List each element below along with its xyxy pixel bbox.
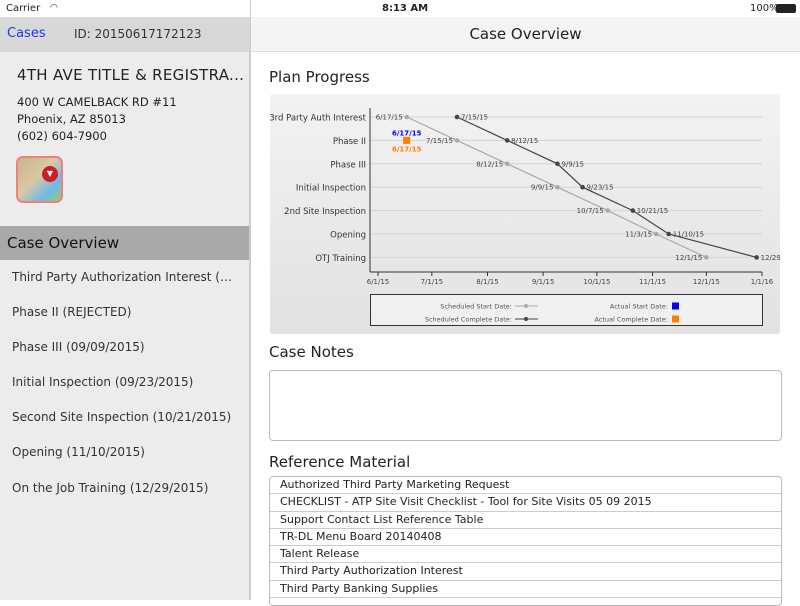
main-content: Plan Progress 3rd Party Auth Interest Pha…: [251, 52, 800, 606]
legend-swatch: [672, 302, 679, 310]
carrier: Carrier: [6, 3, 41, 14]
reference-item[interactable]: Talent Release: [270, 546, 781, 564]
actual-date-label: 6/17/15: [392, 129, 422, 137]
data-label: 10/21/15: [637, 207, 668, 215]
x-tick-label: 12/1/15: [693, 278, 720, 286]
category-label: Phase III: [330, 160, 366, 170]
legend-label: Scheduled Start Date:: [440, 303, 512, 311]
business-name: 4TH AVE TITLE & REGISTRA...: [17, 66, 245, 84]
data-point: [630, 208, 636, 213]
business-phone: (602) 604-7900: [17, 129, 107, 143]
category-label: OTJ Training: [315, 254, 366, 264]
x-tick-label: 6/1/15: [367, 278, 390, 286]
data-label: 6/17/15: [376, 114, 403, 122]
split-divider: [250, 0, 251, 600]
data-label: 7/15/15: [426, 137, 453, 145]
sidebar: 4TH AVE TITLE & REGISTRA... 400 W CAMELB…: [0, 52, 250, 600]
sidebar-nav-bar: Cases ID: 20150617172123: [0, 17, 250, 52]
data-point: [555, 161, 560, 167]
battery-icon: [776, 4, 796, 13]
data-point: [666, 231, 671, 237]
battery-text: 100%: [750, 3, 779, 14]
data-point: [404, 114, 410, 120]
reference-material-title: Reference Material: [269, 453, 411, 471]
reference-item[interactable]: Third Party Authorization Interest: [270, 563, 781, 581]
plan-progress-chart: 3rd Party Auth Interest Phase II Phase III…: [269, 94, 792, 334]
data-point: [454, 138, 460, 143]
legend-label: Actual Complete Date:: [594, 316, 668, 324]
actual-complete-marker: [403, 136, 411, 144]
category-label: Initial Inspection: [296, 184, 366, 194]
nav-title: Case Overview: [469, 25, 582, 43]
category-label: Opening: [330, 231, 366, 241]
data-point: [504, 138, 510, 143]
data-point: [555, 184, 560, 190]
wifi-icon: ◠: [50, 3, 58, 13]
legend-marker: [524, 304, 528, 308]
data-label: 12/1/15: [675, 254, 702, 262]
case-notes-input[interactable]: [269, 370, 782, 441]
data-point: [754, 255, 759, 260]
x-tick-label: 1/1/16: [751, 278, 774, 286]
data-label: 8/12/15: [476, 160, 503, 168]
reference-item[interactable]: Authorized Third Party Marketing Request: [270, 477, 781, 495]
data-label: 10/7/15: [577, 207, 604, 215]
sidebar-item[interactable]: Initial Inspection (09/23/2015): [12, 375, 194, 389]
data-label: 8/12/15: [511, 137, 538, 145]
data-label: 11/10/15: [673, 231, 704, 239]
data-label: 11/3/15: [625, 231, 652, 239]
category-label: 3rd Party Auth Interest: [270, 114, 367, 124]
data-point: [605, 208, 610, 213]
sidebar-item[interactable]: Opening (11/10/2015): [12, 445, 145, 459]
legend-label: Scheduled Complete Date:: [425, 316, 512, 324]
reference-item[interactable]: CHECKLIST - ATP Site Visit Checklist - T…: [270, 494, 781, 512]
x-tick-label: 9/1/15: [532, 278, 555, 286]
category-label: Phase II: [333, 137, 366, 147]
legend-marker: [524, 317, 528, 321]
legend-swatch: [672, 315, 679, 323]
data-point: [580, 184, 585, 190]
x-tick-label: 8/1/15: [476, 278, 499, 286]
data-point: [454, 114, 460, 120]
data-label: 9/23/15: [587, 184, 614, 192]
reference-item[interactable]: Third Party Banking Supplies: [270, 581, 781, 599]
sidebar-item[interactable]: Third Party Authorization Interest (07/1…: [12, 270, 249, 284]
map-button[interactable]: ▼: [16, 156, 63, 203]
data-point: [704, 255, 709, 260]
category-label: 2nd Site Inspection: [284, 207, 366, 217]
actual-date-label: 6/17/15: [392, 145, 422, 153]
business-city: Phoenix, AZ 85013: [17, 112, 126, 126]
data-point: [504, 161, 510, 167]
sidebar-item[interactable]: Second Site Inspection (10/21/2015): [12, 410, 232, 424]
reference-list: Authorized Third Party Marketing Request…: [269, 476, 782, 606]
cases-back-button[interactable]: Cases: [7, 26, 46, 41]
sidebar-item[interactable]: Phase III (09/09/2015): [12, 340, 145, 354]
business-address: 400 W CAMELBACK RD #11: [17, 95, 177, 109]
x-tick-label: 7/1/15: [421, 278, 444, 286]
case-notes-title: Case Notes: [269, 343, 354, 361]
reference-item[interactable]: Support Contact List Reference Table: [270, 512, 781, 529]
data-label: 9/9/15: [531, 184, 554, 192]
data-label: 12/29/15: [761, 254, 780, 262]
plan-progress-title: Plan Progress: [269, 68, 370, 86]
case-id: ID: 20150617172123: [74, 27, 202, 41]
status-bar: Carrier ◠ 8:13 AM 100%: [0, 0, 800, 17]
legend-box: [370, 294, 763, 326]
main-nav-bar: Case Overview: [251, 17, 800, 52]
map-pin-icon: ▼: [42, 166, 58, 182]
sidebar-item[interactable]: Phase II (REJECTED): [12, 305, 132, 319]
legend-label: Actual Start Date:: [610, 303, 668, 311]
case-overview-header[interactable]: Case Overview: [0, 226, 249, 260]
data-label: 7/15/15: [461, 114, 488, 122]
data-point: [653, 231, 659, 237]
sidebar-item[interactable]: On the Job Training (12/29/2015): [12, 481, 209, 495]
reference-item[interactable]: TR-DL Menu Board 20140408: [270, 529, 781, 547]
x-tick-label: 11/1/15: [639, 278, 666, 286]
x-tick-label: 10/1/15: [583, 278, 610, 286]
data-label: 9/9/15: [561, 160, 584, 168]
clock: 8:13 AM: [382, 3, 429, 14]
chart-svg: 3rd Party Auth Interest Phase II Phase III…: [269, 108, 792, 326]
